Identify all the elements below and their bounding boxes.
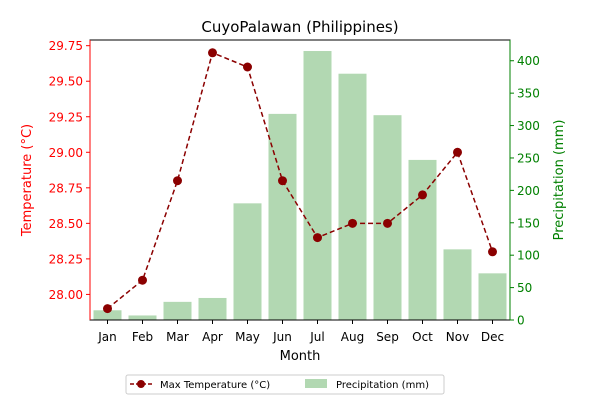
temp-point-oct	[418, 190, 427, 200]
y-left-tick-label: 28.00	[49, 288, 83, 302]
x-tick-label: May	[235, 330, 260, 344]
legend-frame	[125, 374, 445, 395]
y-axis-left-label: Temperature (°C)	[20, 124, 35, 237]
y-right-tick-label: 150	[517, 216, 540, 230]
y-left-tick-label: 29.50	[49, 75, 83, 89]
bar-may	[233, 203, 262, 320]
bar-apr	[198, 297, 227, 320]
temp-point-nov	[453, 147, 462, 157]
y-right-tick-label: 250	[517, 151, 540, 165]
x-tick-label: Aug	[341, 330, 364, 344]
y-right-tick-label: 200	[517, 184, 540, 198]
y-left-tick-label: 29.00	[49, 146, 83, 160]
y-left-tick-label: 29.75	[49, 39, 83, 53]
x-tick-label: Jan	[97, 330, 117, 344]
y-axis-right: 0 50 100 150 200 250 300 350 400	[509, 40, 540, 328]
x-tick-label: Feb	[132, 330, 153, 344]
x-tick-label: Nov	[446, 330, 469, 344]
bar-dec	[478, 273, 507, 320]
x-tick-label: Jun	[272, 330, 292, 344]
x-tick-label: Apr	[202, 330, 223, 344]
bar-oct	[408, 159, 437, 320]
x-tick-label: Dec	[481, 330, 504, 344]
y-right-tick-label: 300	[517, 119, 540, 133]
bar-jul	[303, 51, 332, 320]
temp-point-feb	[138, 275, 147, 285]
temp-point-apr	[208, 48, 217, 58]
legend-label-precipitation: Precipitation (mm)	[336, 380, 429, 391]
y-right-tick-label: 350	[517, 87, 540, 101]
chart-title: CuyoPalawan (Philippines)	[201, 18, 398, 36]
x-tick-label: Mar	[166, 330, 189, 344]
precipitation-bars	[93, 51, 507, 321]
y-left-tick-label: 28.50	[49, 217, 83, 231]
legend-label-temperature: Max Temperature (°C)	[160, 380, 270, 391]
y-right-tick-label: 100	[517, 249, 540, 263]
temp-point-jun	[278, 176, 287, 186]
temp-point-mar	[173, 176, 182, 186]
temp-point-jul	[313, 233, 322, 243]
temp-point-may	[243, 62, 252, 72]
temp-point-sep	[383, 218, 392, 228]
bar-nov	[443, 249, 472, 320]
y-left-tick-label: 28.75	[49, 181, 83, 195]
bar-jun	[268, 113, 297, 320]
x-axis: Jan Feb Mar Apr May Jun Jul Aug Sep Oct Nov Dec	[97, 320, 504, 344]
x-axis-label: Month	[280, 349, 321, 364]
bar-jan	[93, 310, 122, 320]
x-tick-label: Sep	[376, 330, 399, 344]
y-left-tick-label: 28.25	[49, 252, 83, 266]
legend-line-marker	[137, 380, 145, 388]
y-right-tick-label: 400	[517, 54, 540, 68]
y-left-tick-label: 29.25	[49, 110, 83, 124]
bar-feb	[128, 315, 157, 320]
x-tick-label: Oct	[412, 330, 433, 344]
temperature-line	[103, 48, 497, 314]
bar-sep	[373, 115, 402, 321]
x-tick-label: Jul	[309, 330, 324, 344]
y-right-tick-label: 0	[517, 314, 525, 328]
temp-point-dec	[488, 247, 497, 257]
legend: Max Temperature (°C) Precipitation (mm)	[125, 374, 445, 395]
temp-point-aug	[348, 218, 357, 228]
legend-bar-swatch	[305, 379, 327, 388]
y-axis-left: 28.00 28.25 28.50 28.75 29.00 29.25 29.50 29.75	[49, 39, 91, 320]
y-axis-right-label: Precipitation (mm)	[552, 120, 567, 241]
temp-point-jan	[103, 304, 112, 314]
y-right-tick-label: 50	[517, 281, 532, 295]
bar-aug	[338, 73, 367, 320]
bar-mar	[163, 301, 192, 320]
temperature-series-line	[107, 51, 494, 310]
